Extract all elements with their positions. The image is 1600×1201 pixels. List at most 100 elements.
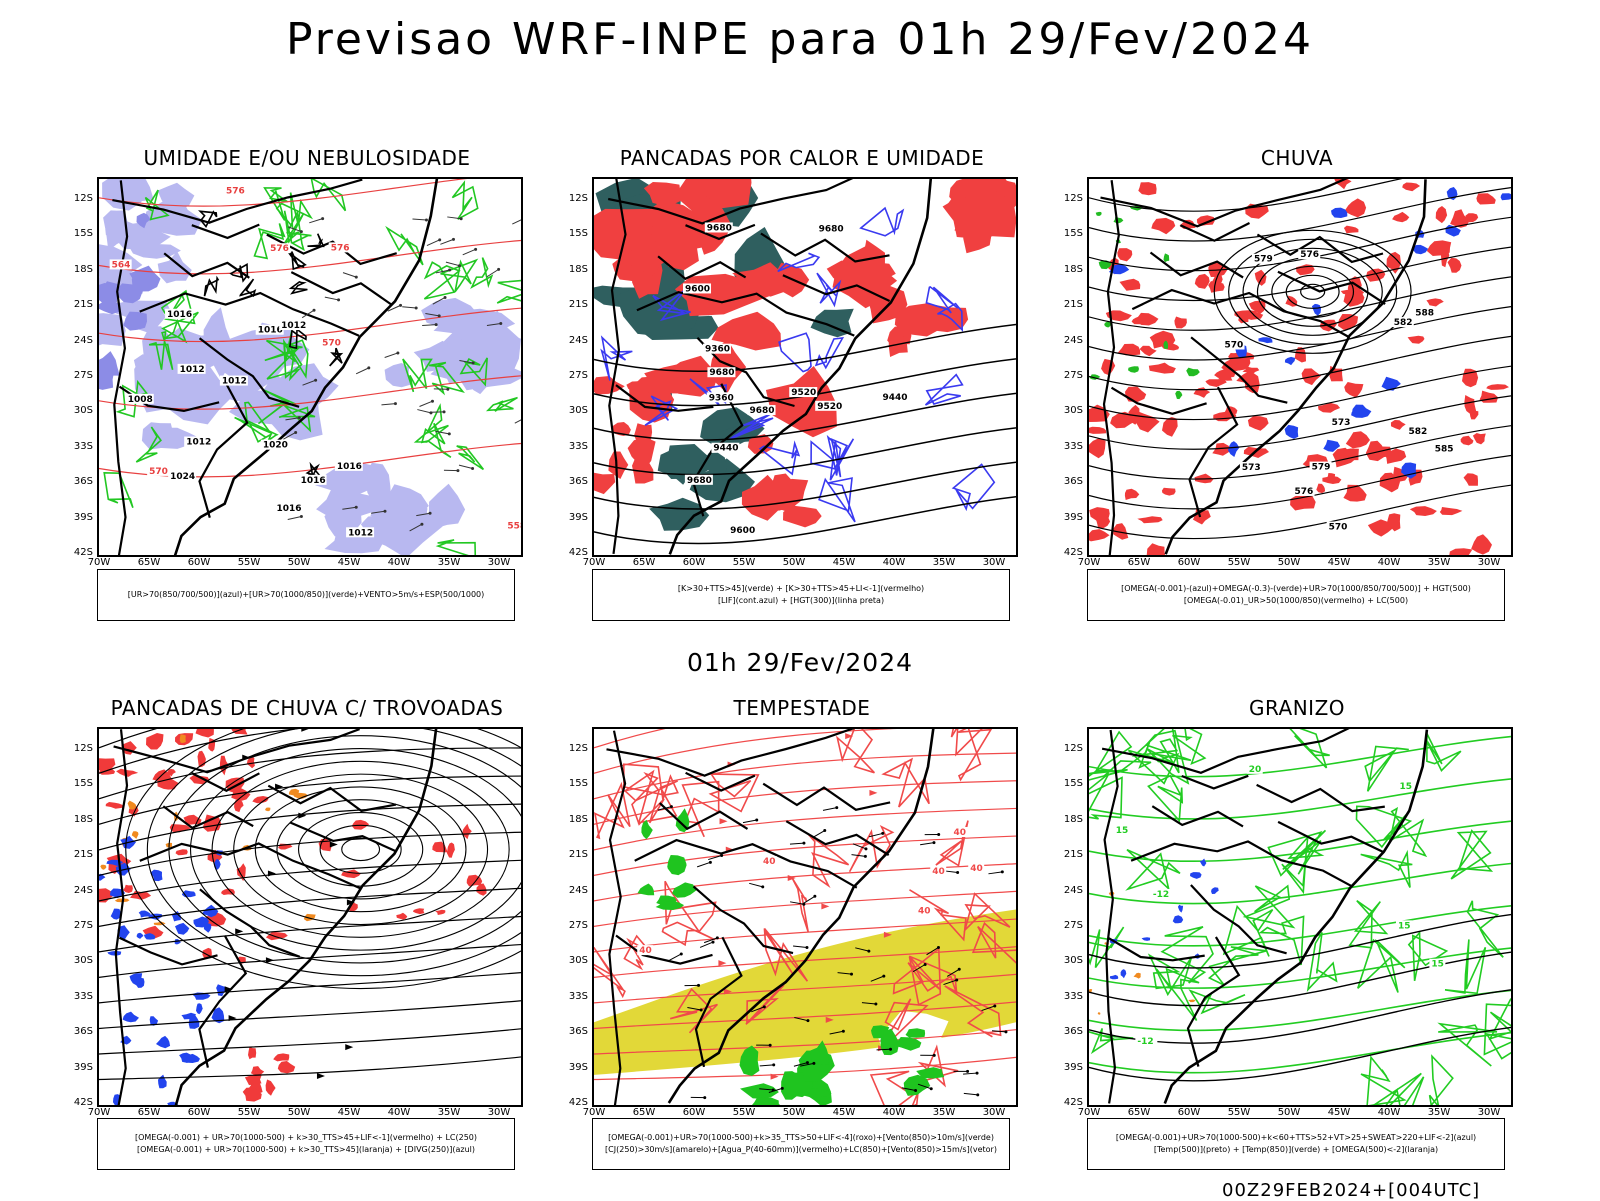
humidity-contour: [424, 262, 459, 299]
latitude-label: 18S: [558, 814, 588, 825]
contour-label: 9520: [791, 388, 816, 398]
rain-fill-heavy: [1164, 253, 1170, 262]
latitude-label: 39S: [1053, 1062, 1083, 1073]
storm-fill-orange: [100, 865, 106, 870]
rain-fill-omega: [1285, 357, 1295, 365]
contour-label: 573: [1332, 418, 1351, 428]
wind-vector-head: [874, 1003, 877, 1006]
hail-fill: [1173, 915, 1184, 923]
panel-title: CHUVA: [1087, 146, 1507, 170]
longitude-label: 60W: [184, 557, 214, 568]
latitude-label: 27S: [63, 370, 93, 381]
latitude-label: 21S: [63, 849, 93, 860]
contour-label: 9680: [819, 224, 844, 234]
wind-850-fill: [667, 855, 686, 875]
wind-vector-head: [914, 1089, 917, 1092]
wind-vector-head: [438, 238, 441, 241]
latitude-label: 24S: [1053, 335, 1083, 346]
longitude-label: 40W: [879, 557, 909, 568]
state-border: [1101, 179, 1351, 226]
rain-fill: [1440, 507, 1463, 515]
storm-fill: [396, 913, 407, 920]
wind-vector-head: [438, 314, 441, 317]
latitude-label: 12S: [63, 743, 93, 754]
panel-title: PANCADAS DE CHUVA C/ TROVOADAS: [97, 696, 517, 720]
latitude-label: 33S: [558, 991, 588, 1002]
contour-label: 1012: [348, 528, 373, 538]
contour-label: 1024: [170, 472, 195, 482]
longitude-label: 40W: [1374, 1107, 1404, 1118]
wind-vector-head: [452, 238, 455, 241]
latitude-label: 18S: [63, 814, 93, 825]
wind-vector-head: [314, 379, 317, 382]
wind-vector: [743, 820, 757, 823]
latitude-label: 30S: [63, 955, 93, 966]
contour-label: 40: [970, 864, 983, 874]
longitude-label: 30W: [979, 1107, 1009, 1118]
longitude-label: 40W: [1374, 557, 1404, 568]
wind-vector-head: [720, 854, 723, 857]
wind-vector-head: [313, 309, 316, 312]
wind-vector: [793, 946, 807, 948]
wind-vector-head: [294, 431, 297, 434]
latitude-label: 12S: [1053, 743, 1083, 754]
contour-label: 1008: [128, 395, 153, 405]
latitude-label: 33S: [63, 991, 93, 1002]
latitude-label: 30S: [558, 405, 588, 416]
wind-vector-head: [993, 1004, 996, 1007]
wind-vector-head: [937, 833, 940, 836]
wind-vector-head: [321, 217, 324, 220]
rain-fill: [1125, 387, 1146, 402]
wind-vector-head: [443, 410, 446, 413]
contour-label: 1012: [180, 365, 205, 375]
wind-vector: [381, 404, 395, 405]
wind-vector-head: [337, 298, 340, 301]
streamline: [99, 973, 521, 1003]
contour-label: 576: [226, 186, 245, 196]
longitude-label: 65W: [1124, 557, 1154, 568]
rain-fill-omega: [1228, 441, 1239, 457]
wind-vector-head: [806, 1019, 809, 1022]
wind-vector: [446, 262, 460, 266]
wind-vector-head: [425, 219, 428, 222]
legend-line: [Temp(500)](preto) + [Temp(850)](verde) …: [1088, 1144, 1504, 1156]
latitude-label: 24S: [63, 335, 93, 346]
longitude-label: 30W: [484, 557, 514, 568]
wind-vector: [422, 325, 436, 326]
wind-vector: [964, 1093, 978, 1095]
rain-fill: [1151, 218, 1175, 234]
longitude-label: 70W: [579, 557, 609, 568]
longitude-label: 45W: [334, 1107, 364, 1118]
main-title: Previsao WRF-INPE para 01h 29/Fev/2024: [0, 14, 1600, 65]
legend-line: [CJ(250)>30m/s](amarelo)+[Agua_P(40-60mm…: [593, 1144, 1009, 1156]
divergence-fill: [107, 951, 121, 956]
wind-vector-head: [431, 400, 434, 403]
wind-vector-head: [806, 1061, 809, 1064]
forecast-map-4[interactable]: [97, 727, 523, 1107]
legend-line: [OMEGA(-0.001)+UR>70(1000-500)+k<60+TTS>…: [1088, 1132, 1504, 1144]
rain-fill-omega: [1258, 337, 1272, 343]
wind-vector-head: [448, 432, 451, 435]
state-border: [291, 272, 392, 305]
humidity-contour: [808, 834, 848, 885]
wind-vector-head: [429, 512, 432, 515]
state-border: [1191, 885, 1287, 953]
wind-vector-head: [471, 467, 474, 470]
divergence-fill: [156, 1036, 170, 1048]
humidity-contour: [488, 398, 518, 412]
streamline: [99, 916, 521, 951]
longitude-label: 40W: [384, 1107, 414, 1118]
contour-label: 582: [1394, 318, 1413, 328]
contour-label: 585: [1435, 445, 1454, 455]
latitude-label: 30S: [558, 955, 588, 966]
rain-fill: [1132, 411, 1160, 432]
wind-vector-head: [812, 1062, 815, 1065]
latitude-label: 12S: [558, 193, 588, 204]
longitude-label: 30W: [979, 557, 1009, 568]
rain-fill: [1346, 431, 1370, 448]
